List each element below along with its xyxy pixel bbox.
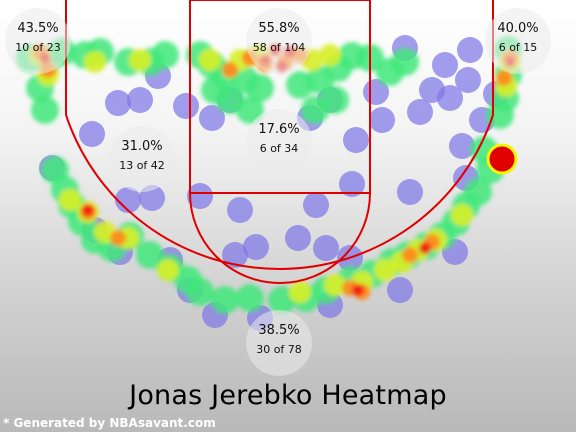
cold-spot bbox=[303, 192, 329, 218]
zone-paint-non-ra: 17.6% 6 of 34 bbox=[246, 109, 312, 175]
cold-spot bbox=[419, 77, 445, 103]
heat-spot-green bbox=[136, 241, 164, 269]
zone-above-break-three: 38.5% 30 of 78 bbox=[246, 310, 312, 376]
shot-marker bbox=[486, 143, 518, 175]
heat-spot-orange bbox=[222, 62, 238, 78]
heat-spot-red bbox=[82, 204, 94, 216]
zone-restricted-area: 55.8% 58 of 104 bbox=[246, 8, 312, 74]
heat-spot-green bbox=[211, 286, 239, 314]
cold-spot bbox=[432, 52, 458, 78]
heat-spot-orange bbox=[402, 247, 418, 263]
free-throw-arc bbox=[189, 192, 371, 284]
heat-spot-yellow bbox=[324, 274, 346, 296]
heat-spot-yellow bbox=[59, 189, 81, 211]
cold-spot bbox=[369, 107, 395, 133]
heat-spot-green bbox=[321, 86, 349, 114]
heat-spot-green bbox=[151, 41, 179, 69]
heat-spot-layer bbox=[16, 36, 522, 314]
cold-spot bbox=[127, 87, 153, 113]
heat-spot-red bbox=[352, 284, 364, 296]
cold-spot bbox=[227, 197, 253, 223]
cold-spot bbox=[449, 133, 475, 159]
zone-made-att: 10 of 23 bbox=[15, 41, 61, 54]
cold-spot bbox=[187, 183, 213, 209]
heat-spot-green bbox=[246, 74, 274, 102]
cold-spot bbox=[343, 127, 369, 153]
zone-made-att: 30 of 78 bbox=[256, 343, 302, 356]
heat-spot-green bbox=[268, 286, 296, 314]
zone-made-att: 58 of 104 bbox=[252, 41, 306, 54]
cold-spot bbox=[285, 225, 311, 251]
cold-spot bbox=[173, 93, 199, 119]
cold-spot bbox=[199, 105, 225, 131]
zone-made-att: 6 of 34 bbox=[259, 142, 299, 155]
three-point-arc bbox=[65, 114, 494, 270]
zone-pct: 31.0% bbox=[121, 139, 163, 154]
cold-spot bbox=[339, 171, 365, 197]
heat-spot-yellow bbox=[199, 49, 221, 71]
zone-left-corner-three: 43.5% 10 of 23 bbox=[5, 8, 71, 74]
zone-made-att: 13 of 42 bbox=[119, 159, 165, 172]
heat-spot-yellow bbox=[129, 49, 151, 71]
heat-spot-orange bbox=[110, 230, 126, 246]
cold-spot bbox=[79, 121, 105, 147]
heat-spot-yellow bbox=[374, 259, 396, 281]
heat-spot-green bbox=[464, 178, 492, 206]
heat-spot-green bbox=[186, 278, 214, 306]
heat-spot-yellow bbox=[289, 281, 311, 303]
cold-spot bbox=[105, 90, 131, 116]
cold-spot bbox=[313, 235, 339, 261]
paint-box bbox=[189, 0, 371, 194]
cold-spot bbox=[397, 179, 423, 205]
chart-title: Jonas Jerebko Heatmap bbox=[129, 380, 447, 411]
zone-pct: 38.5% bbox=[258, 323, 300, 338]
cold-spot bbox=[457, 37, 483, 63]
zone-pct: 43.5% bbox=[17, 21, 59, 36]
zone-made-att: 6 of 15 bbox=[498, 41, 538, 54]
cold-spot bbox=[387, 277, 413, 303]
zone-left-mid-range: 31.0% 13 of 42 bbox=[109, 126, 175, 192]
heat-spot-green bbox=[236, 284, 264, 312]
cold-spot bbox=[407, 99, 433, 125]
cold-spot bbox=[243, 234, 269, 260]
heat-spot-yellow bbox=[84, 51, 106, 73]
zone-pct: 17.6% bbox=[258, 122, 300, 137]
heat-spot-yellow bbox=[157, 259, 179, 281]
zone-pct: 55.8% bbox=[258, 21, 300, 36]
cold-spot bbox=[455, 67, 481, 93]
heat-spot-green bbox=[31, 96, 59, 124]
cold-spot-layer bbox=[39, 35, 509, 331]
heat-spot-green bbox=[391, 48, 419, 76]
heat-spot-yellow bbox=[451, 204, 473, 226]
heat-spot-orange bbox=[496, 70, 512, 86]
heat-spot-yellow bbox=[319, 44, 341, 66]
zone-right-corner-three: 40.0% 6 of 15 bbox=[485, 8, 551, 74]
cold-spot bbox=[222, 242, 248, 268]
zone-pct: 40.0% bbox=[497, 21, 539, 36]
heat-spot-red bbox=[419, 242, 431, 254]
credit-text: * Generated by NBAsavant.com bbox=[3, 416, 216, 430]
cold-spot bbox=[115, 187, 141, 213]
